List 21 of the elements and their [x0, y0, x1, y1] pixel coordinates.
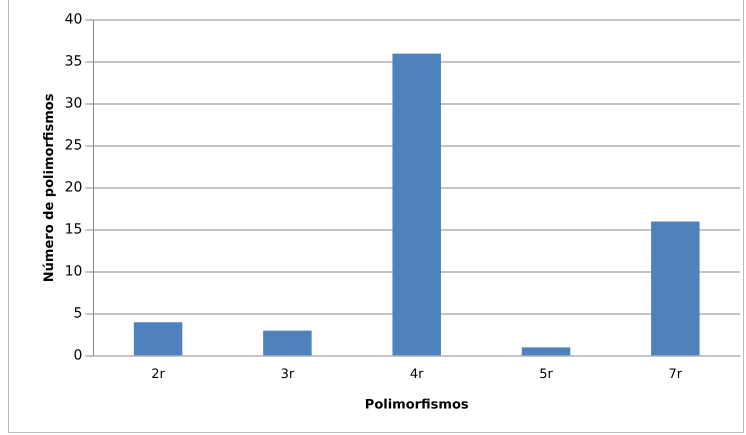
x-tick-label: 3r: [280, 366, 295, 382]
x-axis-title: Polimorfismos: [364, 398, 469, 413]
y-tick-label: 0: [73, 347, 82, 364]
y-tick-label: 10: [64, 263, 82, 280]
y-tick-label: 20: [64, 180, 82, 196]
x-tick-label: 2r: [151, 366, 166, 382]
bar: [522, 347, 570, 356]
bar: [651, 221, 700, 356]
bar: [134, 322, 182, 356]
y-tick-label: 25: [64, 138, 82, 154]
y-tick-label: 5: [73, 305, 82, 322]
bar: [392, 54, 441, 356]
y-tick-label: 15: [64, 222, 82, 238]
x-tick-label: 7r: [668, 366, 683, 382]
y-axis-title: Número de polimorfismos: [42, 93, 58, 282]
y-tick-label: 30: [64, 96, 82, 112]
x-tick-label: 5r: [539, 366, 554, 382]
x-tick-label: 4r: [410, 366, 424, 382]
bar: [263, 330, 312, 356]
y-tick-label: 35: [64, 54, 82, 70]
y-tick-label: 40: [64, 12, 82, 28]
